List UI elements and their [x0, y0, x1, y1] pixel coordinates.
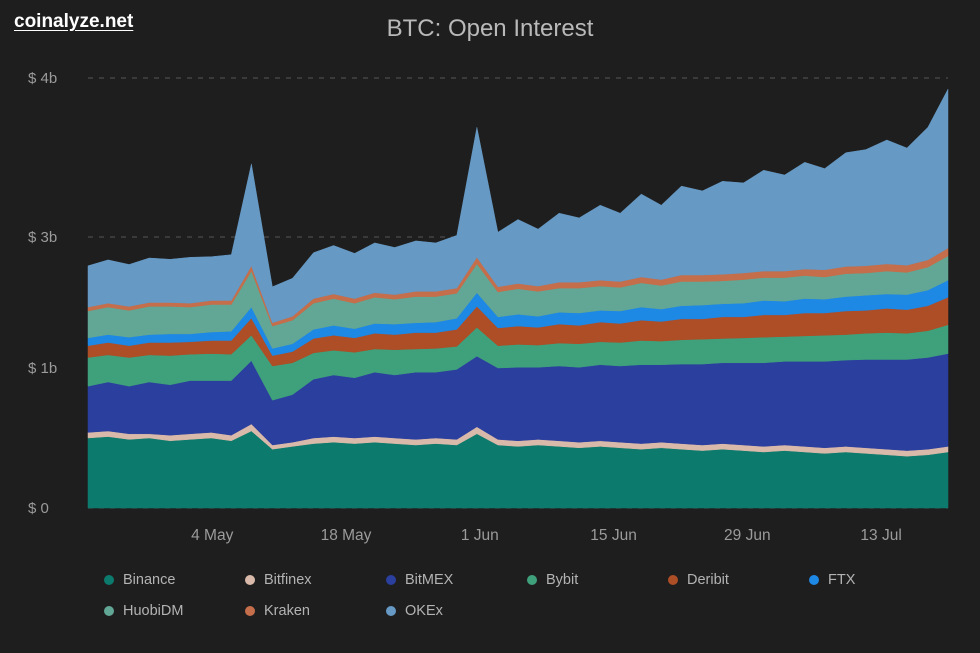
- legend-item-ftx[interactable]: FTX: [809, 572, 950, 588]
- x-axis-tick-label: 15 Jun: [590, 527, 637, 544]
- legend-item-label: HuobiDM: [123, 603, 184, 619]
- legend-item-kraken[interactable]: Kraken: [245, 603, 386, 619]
- page-title: BTC: Open Interest: [386, 15, 594, 42]
- legend-color-dot-icon: [104, 575, 114, 585]
- area-series-okex[interactable]: [87, 88, 949, 324]
- legend-item-huobidm[interactable]: HuobiDM: [104, 603, 245, 619]
- y-axis-tick-label: $ 0: [28, 500, 49, 517]
- legend-color-dot-icon: [245, 606, 255, 616]
- legend-color-dot-icon: [386, 606, 396, 616]
- x-axis-tick-label: 18 May: [321, 527, 372, 544]
- legend-item-label: Deribit: [687, 572, 729, 588]
- legend-item-label: BitMEX: [405, 572, 454, 588]
- x-axis-tick-label: 4 May: [191, 527, 233, 544]
- legend-item-bitmex[interactable]: BitMEX: [386, 572, 527, 588]
- legend-item-deribit[interactable]: Deribit: [668, 572, 809, 588]
- brand-link[interactable]: coinalyze.net: [14, 11, 134, 32]
- legend-item-label: OKEx: [405, 603, 443, 619]
- y-axis-tick-label: $ 3b: [28, 229, 57, 246]
- legend-color-dot-icon: [386, 575, 396, 585]
- legend-color-dot-icon: [668, 575, 678, 585]
- legend-item-label: Bitfinex: [264, 572, 312, 588]
- x-axis-tick-label: 13 Jul: [860, 527, 901, 544]
- x-axis-tick-label: 1 Jun: [461, 527, 499, 544]
- legend-item-bitfinex[interactable]: Bitfinex: [245, 572, 386, 588]
- legend-color-dot-icon: [527, 575, 537, 585]
- legend-color-dot-icon: [245, 575, 255, 585]
- y-axis-tick-label: $ 4b: [28, 70, 57, 87]
- legend-item-bybit[interactable]: Bybit: [527, 572, 668, 588]
- legend-item-label: Bybit: [546, 572, 579, 588]
- legend-item-label: Binance: [123, 572, 176, 588]
- chart-legend: Binance Bitfinex BitMEX Bybit Deribit FTX Huob…: [104, 572, 950, 619]
- legend-item-okex[interactable]: OKEx: [386, 603, 527, 619]
- legend-item-label: Kraken: [264, 603, 310, 619]
- y-axis-tick-label: $ 1b: [28, 360, 57, 377]
- x-axis-tick-label: 29 Jun: [724, 527, 771, 544]
- legend-item-label: FTX: [828, 572, 856, 588]
- open-interest-stacked-area-chart[interactable]: $ 0 $ 1b $ 3b $ 4b 4 May 18 May 1 Jun 15 Jun 29 …: [0, 0, 980, 560]
- legend-color-dot-icon: [104, 606, 114, 616]
- legend-color-dot-icon: [809, 575, 819, 585]
- legend-item-binance[interactable]: Binance: [104, 572, 245, 588]
